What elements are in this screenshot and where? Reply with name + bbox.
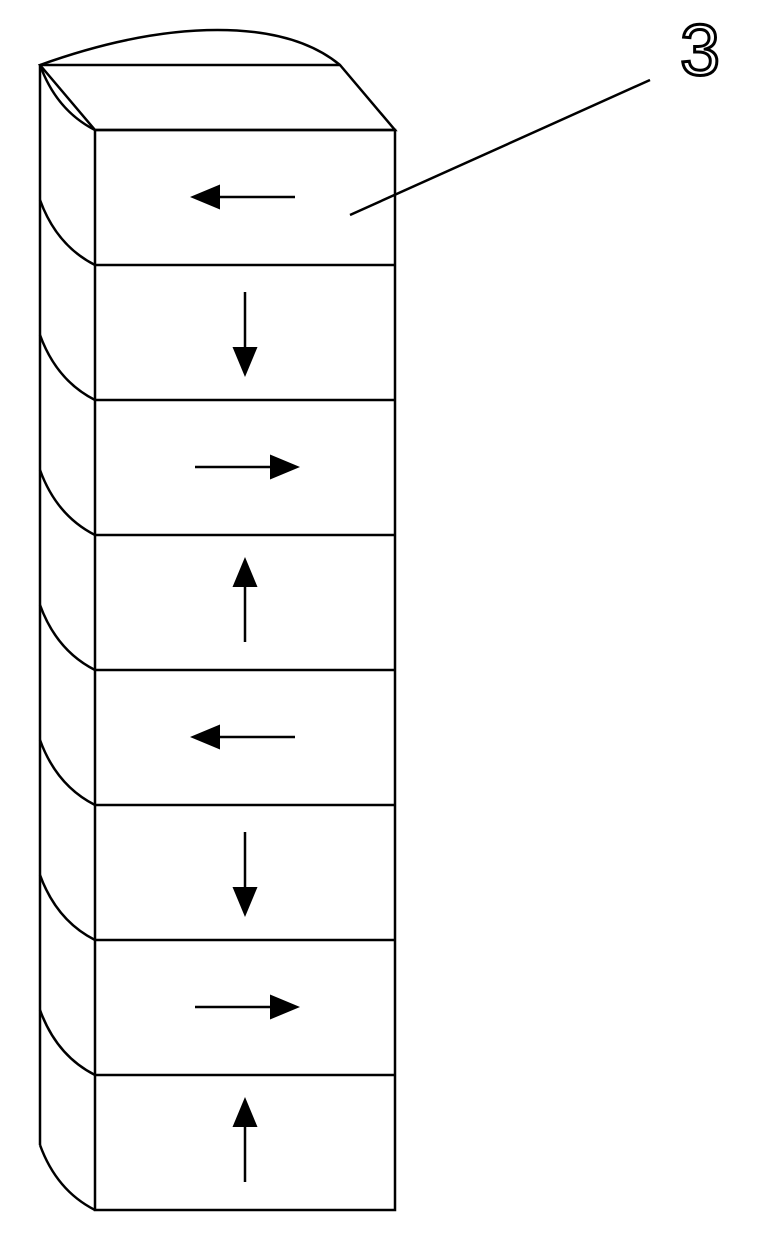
side-segment-curve — [40, 470, 95, 535]
tower-bottom-left-curve — [40, 1145, 95, 1210]
side-segment-curve — [40, 740, 95, 805]
callout-label-3: 3 — [680, 11, 720, 91]
side-segment-curve — [40, 335, 95, 400]
side-segment-curve — [40, 1010, 95, 1075]
tower-top-face — [40, 30, 395, 130]
side-segment-curve — [40, 605, 95, 670]
magnet-stack-diagram: 3 — [0, 0, 774, 1248]
side-segment-curve — [40, 200, 95, 265]
side-segment-curve — [40, 875, 95, 940]
